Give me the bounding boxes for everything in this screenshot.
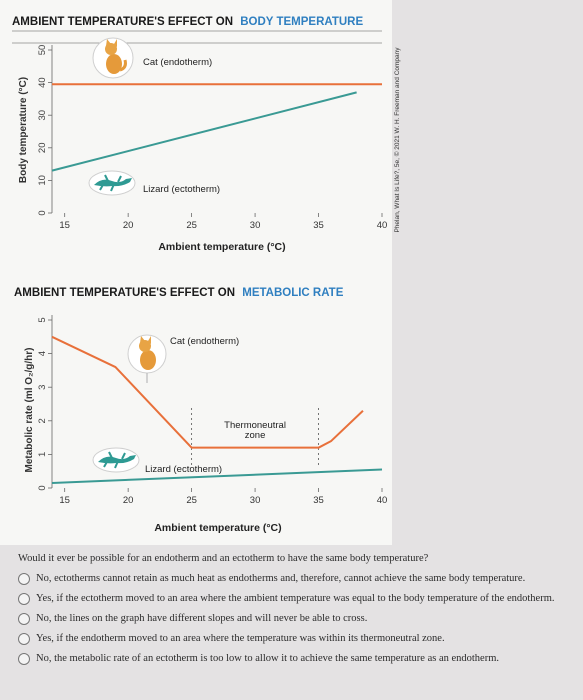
chart1-title: AMBIENT TEMPERATURE'S EFFECT ON BODY TEM…	[12, 16, 363, 28]
x-tick-label: 35	[313, 495, 324, 506]
x-tick-label: 15	[59, 495, 70, 506]
x-tick-label: 25	[186, 495, 197, 506]
x-tick-label: 25	[186, 220, 197, 231]
answer-option-5[interactable]: No, the metabolic rate of an ectotherm i…	[18, 652, 573, 666]
answer-option-label: No, the metabolic rate of an ectotherm i…	[36, 653, 500, 664]
y-tick-label: 1	[37, 452, 48, 457]
chart1-xlabel: Ambient temperature (°C)	[158, 241, 285, 253]
series-line-cat-endotherm	[51, 335, 364, 449]
y-tick-label: 0	[37, 485, 48, 490]
x-tick-label: 20	[123, 495, 134, 506]
x-tick-label: 30	[250, 495, 261, 506]
y-tick-label: 50	[37, 45, 48, 56]
answer-option-1[interactable]: No, ectotherms cannot retain as much hea…	[18, 572, 573, 586]
answer-option-2[interactable]: Yes, if the ectotherm moved to an area w…	[18, 592, 573, 606]
chart-metabolic-rate: AMBIENT TEMPERATURE'S EFFECT ON METABOLI…	[14, 287, 387, 534]
chart2-axes: 0 1 2 3 4 5 15 20 25 30 35 40	[37, 315, 387, 506]
zone-label-line-2: zone	[245, 430, 266, 441]
answer-option-label: Yes, if the endotherm moved to an area w…	[36, 633, 445, 644]
series-label-lizard: Lizard (ectotherm)	[145, 464, 222, 475]
zone-label-line-1: Thermoneutral	[224, 420, 286, 431]
chart-body-temperature: AMBIENT TEMPERATURE'S EFFECT ON BODY TEM…	[12, 16, 387, 253]
x-tick-label: 35	[313, 220, 324, 231]
radio-button[interactable]	[18, 633, 30, 645]
x-tick-label: 20	[123, 220, 134, 231]
x-tick-label: 40	[377, 495, 388, 506]
y-tick-label: 2	[37, 418, 48, 423]
chart1-series	[51, 83, 382, 172]
y-tick-label: 10	[37, 175, 48, 186]
y-tick-label: 20	[37, 143, 48, 154]
chart1-series-labels: Cat (endotherm) Lizard (ectotherm)	[143, 57, 220, 195]
chart1-axes: 0 10 20 30 40 50 15 20 25 30 35 40	[37, 45, 387, 231]
chart2-ylabel: Metabolic rate (ml O₂/g/hr)	[24, 347, 35, 472]
chart2-series	[51, 335, 383, 484]
y-tick-label: 0	[37, 210, 48, 215]
y-tick-label: 30	[37, 110, 48, 121]
series-label-cat: Cat (endotherm)	[143, 57, 212, 68]
cat-icon-2	[127, 334, 167, 374]
radio-button[interactable]	[18, 573, 30, 585]
answer-option-3[interactable]: No, the lines on the graph have differen…	[18, 612, 573, 626]
question-block: Would it ever be possible for an endothe…	[18, 552, 573, 672]
y-tick-label: 5	[37, 317, 48, 322]
answer-option-label: Yes, if the ectotherm moved to an area w…	[36, 593, 555, 604]
series-line-lizard-ectotherm	[51, 468, 383, 484]
x-tick-label: 40	[377, 220, 388, 231]
y-tick-label: 3	[37, 385, 48, 390]
radio-button[interactable]	[18, 613, 30, 625]
x-tick-label: 15	[59, 220, 70, 231]
series-label-cat: Cat (endotherm)	[170, 336, 239, 347]
y-tick-label: 4	[37, 351, 48, 356]
cat-icon	[92, 37, 134, 79]
radio-button[interactable]	[18, 593, 30, 605]
lizard-icon	[88, 170, 136, 196]
radio-button[interactable]	[18, 653, 30, 665]
x-tick-label: 30	[250, 220, 261, 231]
answer-option-4[interactable]: Yes, if the endotherm moved to an area w…	[18, 632, 573, 646]
series-label-lizard: Lizard (ectotherm)	[143, 184, 220, 195]
credit-line: Phelan, What Is Life?, 5e, © 2021 W. H. …	[393, 47, 401, 233]
series-line-lizard-ectotherm	[51, 91, 357, 172]
question-text: Would it ever be possible for an endothe…	[18, 553, 429, 564]
answer-option-label: No, ectotherms cannot retain as much hea…	[36, 573, 526, 584]
answer-option-label: No, the lines on the graph have differen…	[36, 613, 368, 624]
chart2-xlabel: Ambient temperature (°C)	[154, 522, 281, 534]
chart2-series-labels: Cat (endotherm) Lizard (ectotherm)	[145, 336, 239, 475]
figure: AMBIENT TEMPERATURE'S EFFECT ON BODY TEM…	[0, 0, 401, 545]
chart2-title: AMBIENT TEMPERATURE'S EFFECT ON METABOLI…	[14, 287, 344, 299]
y-tick-label: 40	[37, 77, 48, 88]
lizard-icon-2	[92, 447, 140, 473]
chart1-ylabel: Body temperature (°C)	[18, 77, 29, 183]
figure-panel	[0, 0, 392, 545]
